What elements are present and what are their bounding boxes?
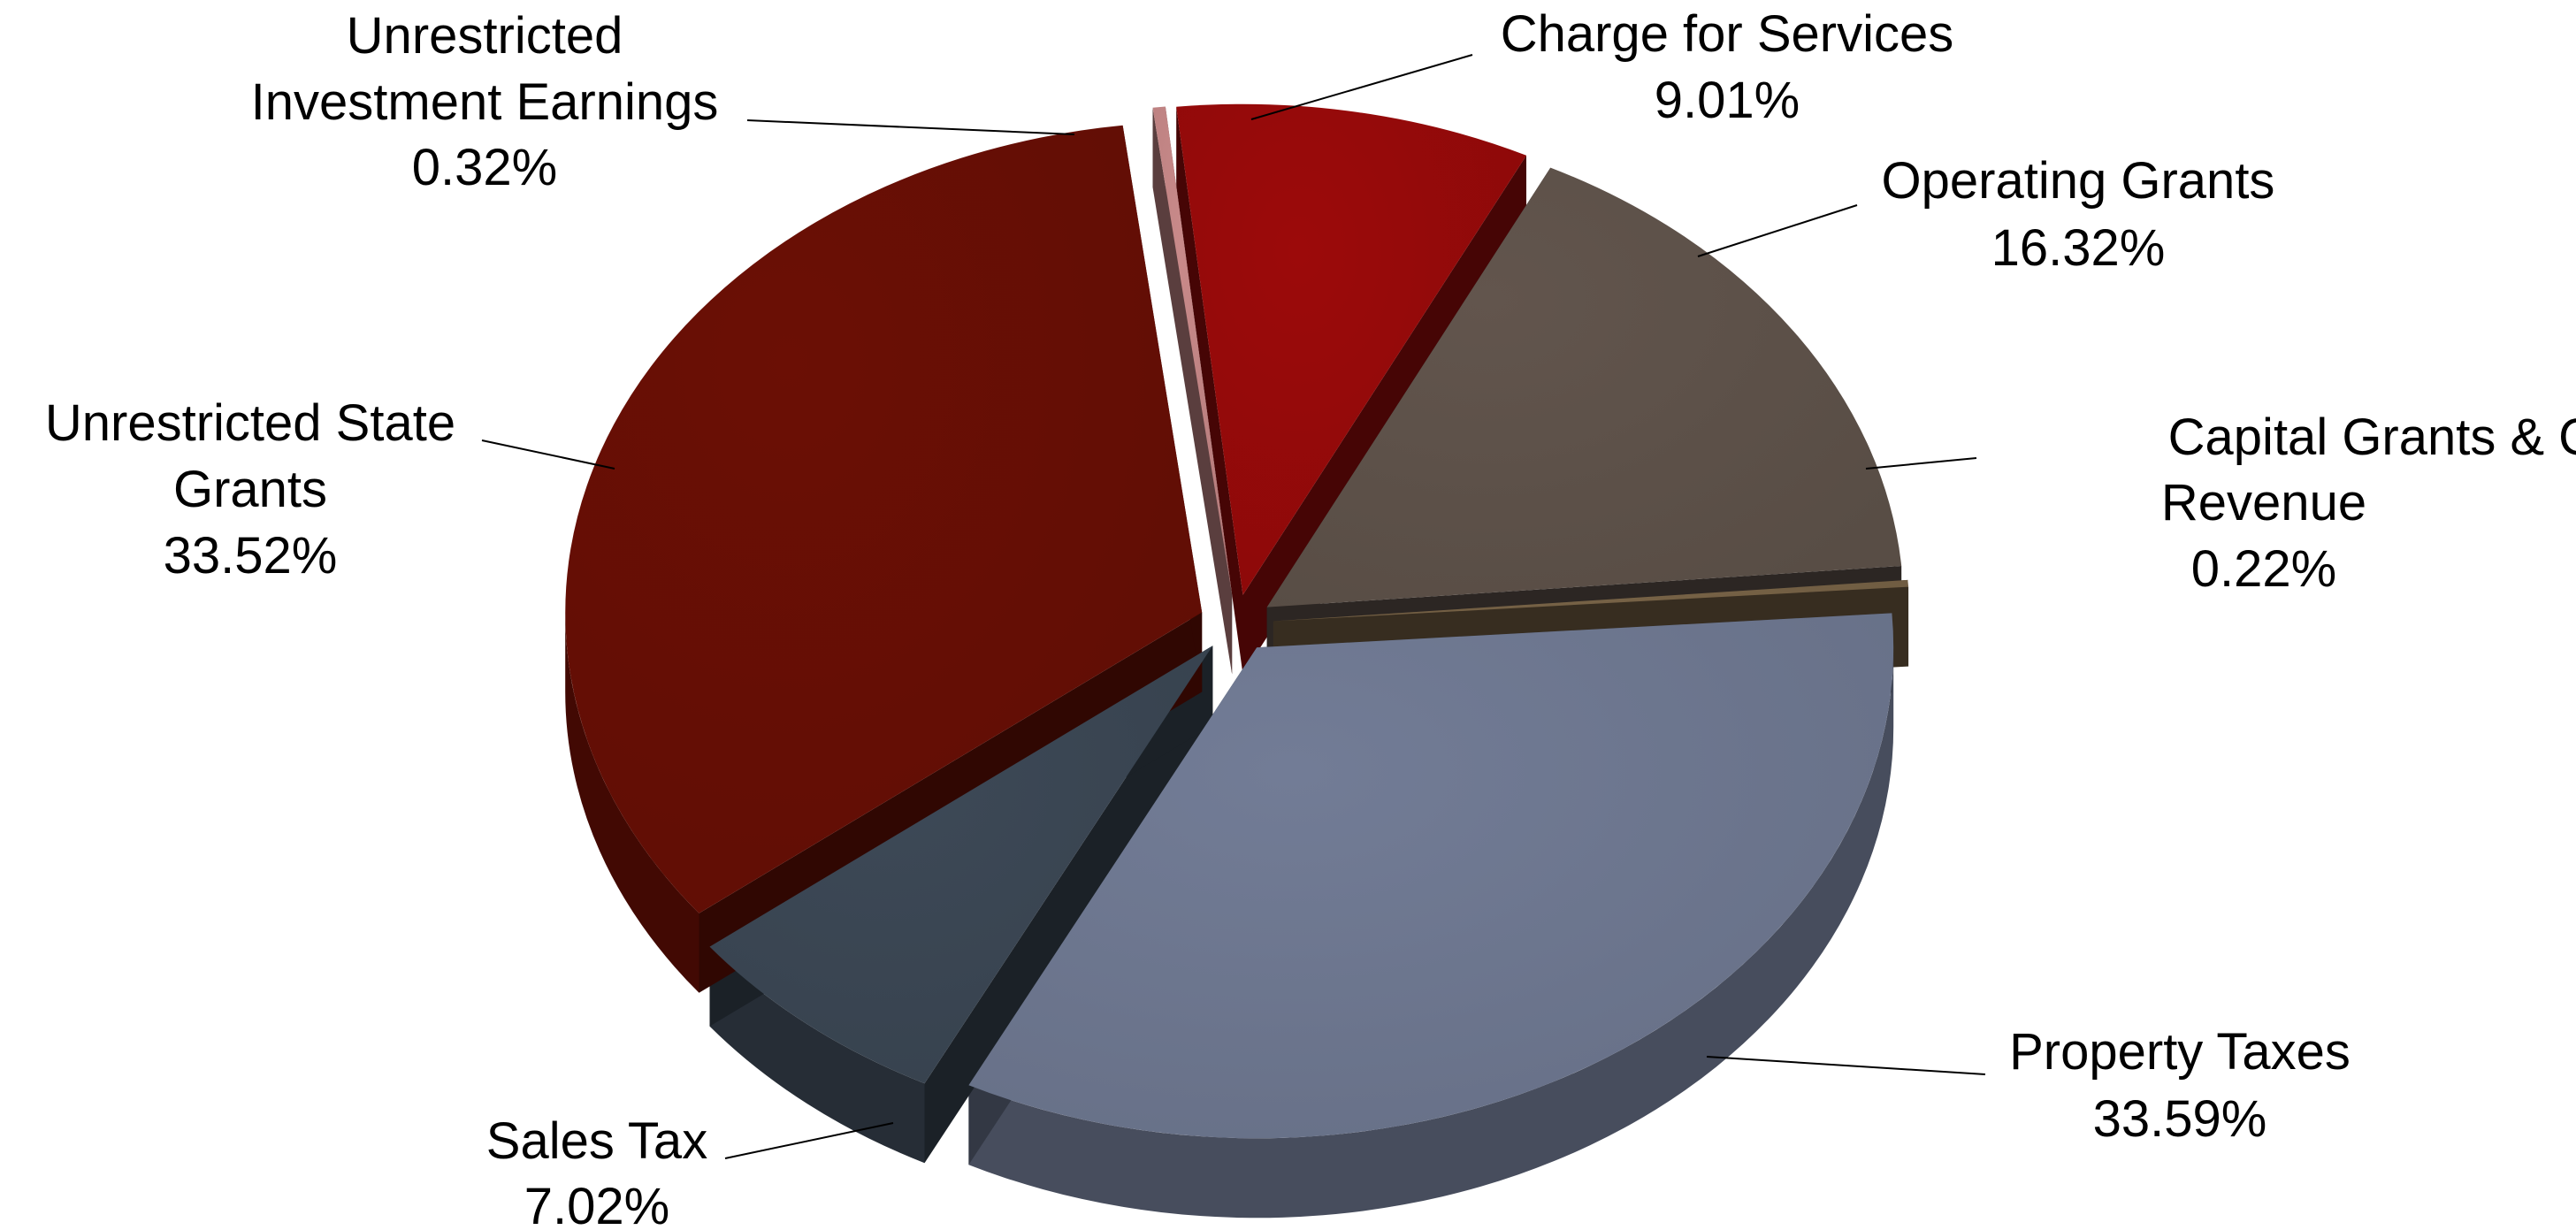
slice-property-taxes [968,613,1894,1139]
slice-operating-grants [1266,167,1902,607]
slice-percent: 33.59% [2093,1090,2267,1148]
label-unrestricted-state-grants: Unrestricted State Grants 33.52% [45,394,455,584]
slice-percent: 16.32% [1991,219,2166,277]
leader-line-1 [1697,204,1858,257]
slice-percent: 7.02% [524,1178,669,1230]
slice-unrestricted-investment-earnings [1152,106,1233,595]
label-charge-for-services: Charge for Services 9.01% [1501,5,1954,129]
leader-line-6 [746,119,1075,135]
slice-percent: 0.22% [2191,540,2336,598]
slice-label-line-1: Unrestricted State [45,394,455,452]
slice-label: Sales Tax [486,1112,707,1170]
label-capital-grants: Capital Grants & Other Revenue 0.22% [2161,409,2576,598]
slice-label-line-1: Capital Grants & Other [2168,409,2576,466]
label-sales-tax: Sales Tax 7.02% [486,1112,707,1230]
slice-rim-3-0 [968,647,1894,1219]
slice-label: Property Taxes [2009,1023,2351,1081]
pie-top-layer [565,103,1909,1139]
slice-sales-tax [709,646,1213,1084]
slice-percent: 9.01% [1655,72,1800,129]
label-operating-grants: Operating Grants 16.32% [1882,152,2275,277]
leader-line-2 [1865,457,1977,470]
slice-charge-for-services [1176,103,1526,595]
slice-wall-4-0 [924,646,1213,1164]
slice-label: Charge for Services [1501,5,1954,63]
slice-unrestricted-state-grants [565,125,1203,913]
leader-lines [481,54,1986,1159]
slice-wall-0-0 [1176,106,1243,675]
leader-line-5 [481,439,615,470]
leader-line-0 [1250,54,1473,120]
slice-label: Operating Grants [1882,152,2275,210]
slice-rim-4-0 [709,946,925,1164]
slice-label-line-2: Investment Earnings [251,73,719,131]
slice-rim-5-0 [565,612,699,993]
slice-label-line-1: Unrestricted [347,7,623,65]
slice-wall-6-0 [1152,107,1233,675]
slice-percent: 0.32% [412,139,557,196]
slice-label-line-2: Revenue [2161,474,2366,531]
leader-line-4 [724,1122,894,1159]
slice-capital-grants-other-revenue [1273,579,1909,622]
slice-percent: 33.52% [164,527,338,584]
label-property-taxes: Property Taxes 33.59% [2009,1023,2351,1148]
leader-line-3 [1706,1056,1986,1075]
slice-label-line-2: Grants [173,461,327,518]
label-unrestricted-investment-earnings: Unrestricted Investment Earnings 0.32% [251,7,719,196]
